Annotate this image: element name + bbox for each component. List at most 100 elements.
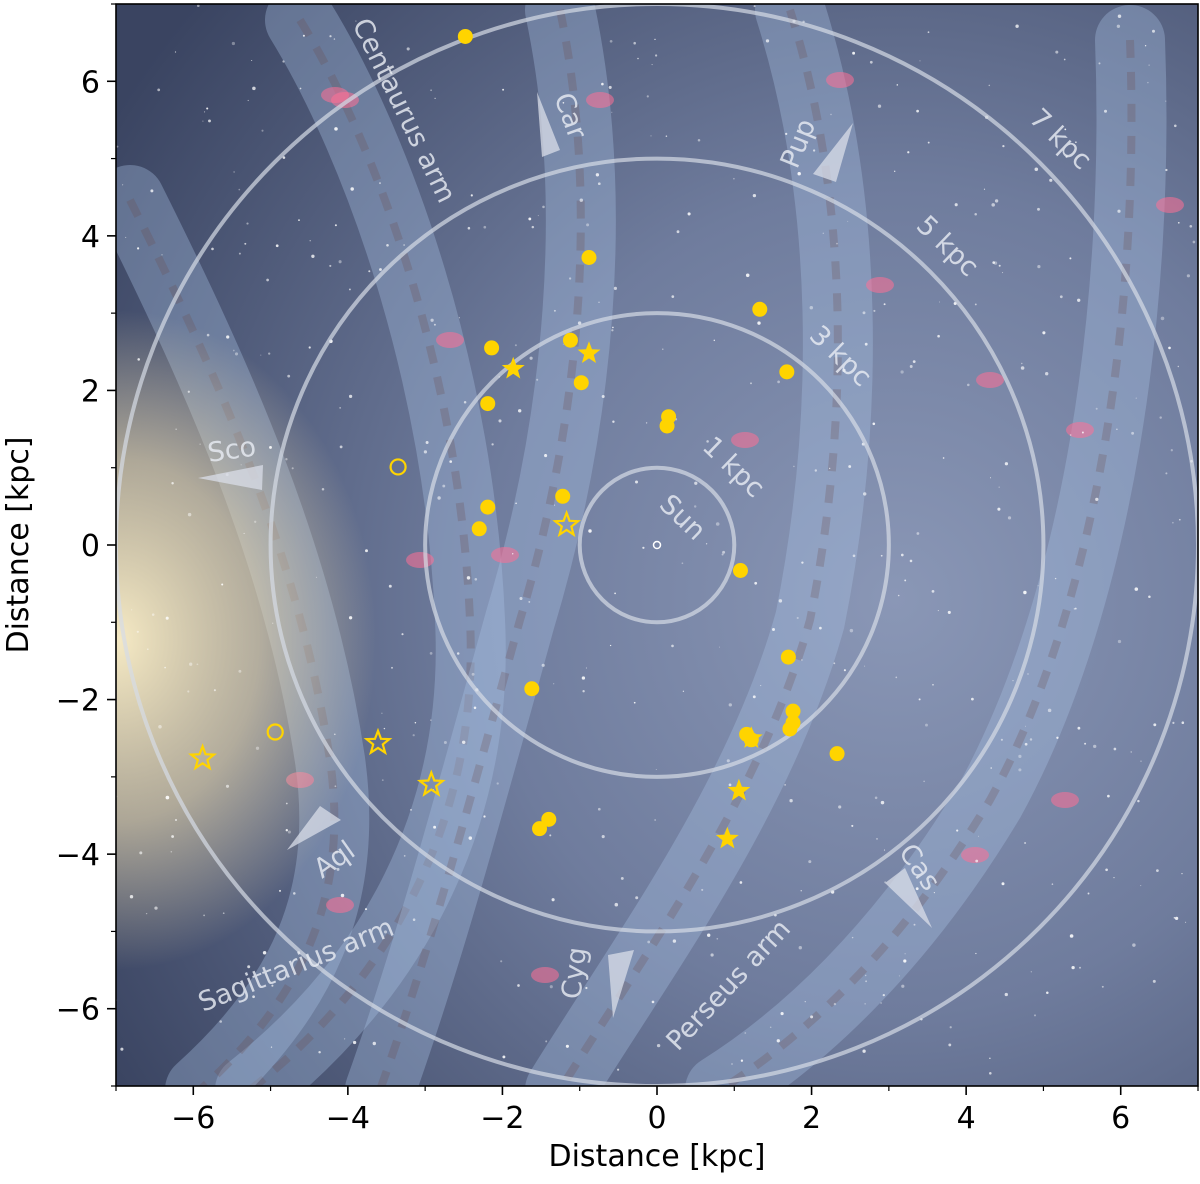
background-star [187, 690, 190, 693]
background-star [676, 230, 680, 234]
background-star [654, 38, 656, 41]
background-star [381, 712, 383, 714]
background-star [760, 685, 762, 687]
background-star [772, 628, 775, 631]
background-star [1181, 872, 1183, 875]
background-star [1046, 991, 1049, 994]
background-star [391, 666, 393, 669]
filled-circle-marker [782, 721, 798, 737]
background-star [988, 84, 991, 87]
background-star [1116, 428, 1118, 430]
background-star [800, 890, 802, 892]
background-star [994, 199, 999, 203]
background-star [1173, 917, 1176, 919]
x-tick-label: 4 [957, 1101, 976, 1136]
background-star [784, 784, 786, 786]
background-star [541, 663, 545, 667]
background-star [656, 1043, 661, 1048]
background-star [1077, 726, 1081, 730]
background-star [701, 888, 704, 891]
background-star [1113, 876, 1115, 879]
background-star [338, 260, 342, 264]
background-star [633, 41, 636, 45]
car-arrow-icon [537, 92, 560, 157]
background-star [646, 95, 649, 98]
background-star [1107, 794, 1110, 798]
filled-circle-marker [659, 418, 675, 434]
background-star [1024, 725, 1027, 727]
background-star [903, 959, 907, 963]
background-star [801, 659, 803, 661]
background-star [798, 946, 802, 950]
background-star [164, 666, 166, 669]
background-star [662, 348, 664, 350]
background-star [990, 767, 992, 769]
filled-circle-marker [573, 375, 589, 391]
background-star [740, 1059, 744, 1062]
background-star [716, 937, 719, 940]
background-star [491, 443, 494, 446]
filled-circle-marker [524, 681, 540, 697]
background-star [238, 252, 241, 255]
background-star [975, 859, 979, 863]
background-star [597, 182, 601, 186]
background-star [665, 135, 668, 137]
filled-circle-marker [555, 488, 571, 504]
background-star [937, 334, 940, 338]
background-star [989, 1057, 991, 1060]
background-star [430, 89, 432, 92]
background-star [776, 1039, 780, 1043]
background-star [797, 171, 801, 176]
background-star [208, 119, 211, 123]
background-star [1095, 407, 1098, 410]
background-star [1023, 590, 1027, 595]
background-star [343, 1038, 346, 1040]
background-star [293, 892, 296, 895]
background-star [918, 698, 921, 701]
background-star [1147, 81, 1149, 84]
background-star [1093, 744, 1097, 749]
background-star [785, 132, 788, 136]
background-star [614, 902, 619, 907]
background-star [671, 644, 674, 648]
background-star [285, 458, 288, 461]
background-star [430, 318, 434, 322]
background-star [898, 975, 900, 977]
background-star [244, 242, 247, 245]
background-star [1144, 45, 1147, 47]
background-star [851, 824, 854, 827]
hii-region [826, 72, 854, 88]
background-star [620, 876, 624, 880]
background-star [752, 193, 757, 198]
background-star [713, 339, 716, 342]
background-star [938, 301, 941, 303]
background-star [947, 610, 951, 614]
background-star [991, 203, 995, 207]
background-star [682, 690, 685, 692]
background-star [647, 940, 651, 944]
background-star [967, 383, 970, 387]
background-star [933, 892, 935, 894]
background-star [1117, 639, 1122, 644]
background-star [612, 326, 614, 329]
filled-circle-marker [480, 499, 496, 515]
background-star [585, 986, 588, 990]
background-star [1018, 754, 1022, 759]
background-star [379, 182, 381, 185]
background-star [335, 850, 339, 854]
background-star [122, 184, 124, 186]
background-star [456, 652, 460, 655]
background-star [710, 953, 714, 957]
background-star [1049, 178, 1053, 182]
sco-arrow-icon [198, 465, 263, 490]
background-star [348, 394, 353, 399]
hii-region [491, 547, 519, 563]
background-star [1030, 971, 1032, 973]
open-star-marker [416, 769, 446, 797]
constellation-label-sco: Sco [206, 431, 258, 468]
background-star [873, 309, 876, 312]
background-star [1113, 747, 1117, 751]
open-circle-marker [266, 723, 284, 741]
background-star [1165, 472, 1168, 475]
background-star [125, 236, 127, 238]
